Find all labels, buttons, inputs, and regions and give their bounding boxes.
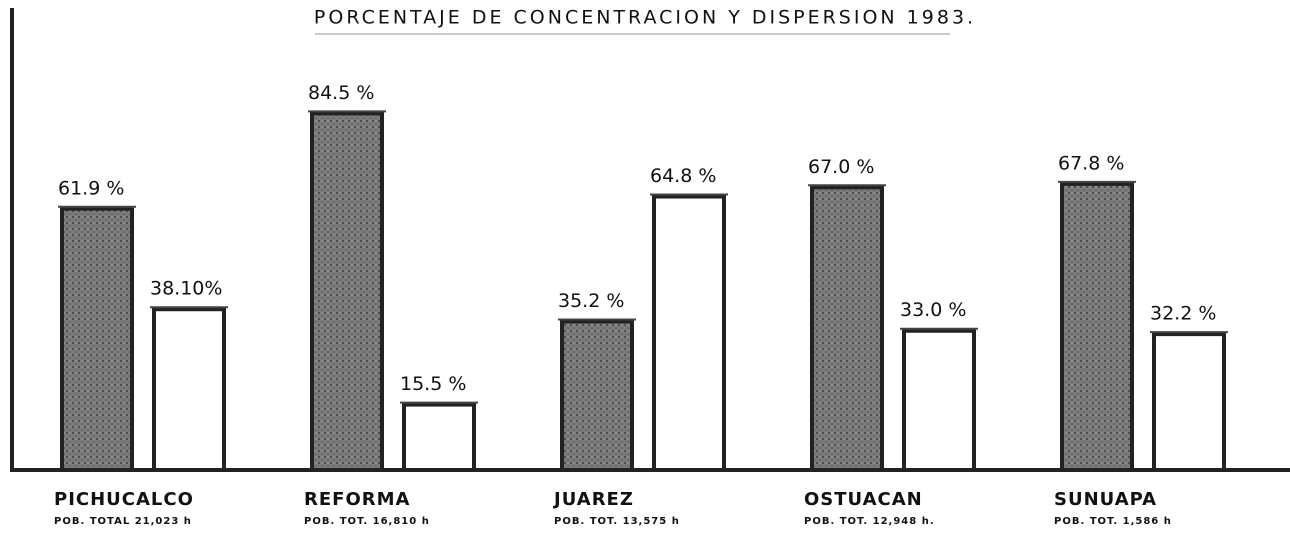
data-label: 32.2 % (1150, 303, 1216, 325)
data-label: 61.9 % (58, 177, 124, 199)
category-note: POB. TOT. 12,948 h. (804, 516, 935, 527)
data-label: 35.2 % (558, 290, 624, 312)
data-label: 15.5 % (400, 373, 466, 395)
data-label: 67.0 % (808, 156, 874, 178)
category-note: POB. TOT. 1,586 h (1054, 516, 1172, 527)
bar-texture (1064, 185, 1130, 468)
x-tick-label: PICHUCALCO (54, 489, 194, 510)
data-label: 38.10% (150, 278, 222, 300)
bar-texture (814, 189, 880, 468)
data-label: 64.8 % (650, 165, 716, 187)
x-tick-label: SUNUAPA (1054, 489, 1157, 510)
bar (402, 402, 476, 472)
data-label: 84.5 % (308, 82, 374, 104)
bar (1152, 332, 1226, 472)
bar (902, 328, 976, 472)
category-note: POB. TOT. 13,575 h (554, 516, 680, 527)
x-tick-label: REFORMA (304, 489, 410, 510)
bar-texture (64, 210, 130, 469)
data-label: 67.8 % (1058, 152, 1124, 174)
bar (152, 307, 226, 472)
category-note: POB. TOTAL 21,023 h (54, 516, 192, 527)
x-tick-label: JUAREZ (552, 489, 634, 510)
x-tick-label: OSTUACAN (804, 489, 923, 510)
bar (652, 194, 726, 472)
chart-title: PORCENTAJE DE CONCENTRACION Y DISPERSION… (314, 7, 976, 29)
bar-texture (564, 323, 630, 468)
category-note: POB. TOT. 16,810 h (304, 516, 430, 527)
data-label: 33.0 % (900, 299, 966, 321)
bar-texture (314, 115, 380, 468)
